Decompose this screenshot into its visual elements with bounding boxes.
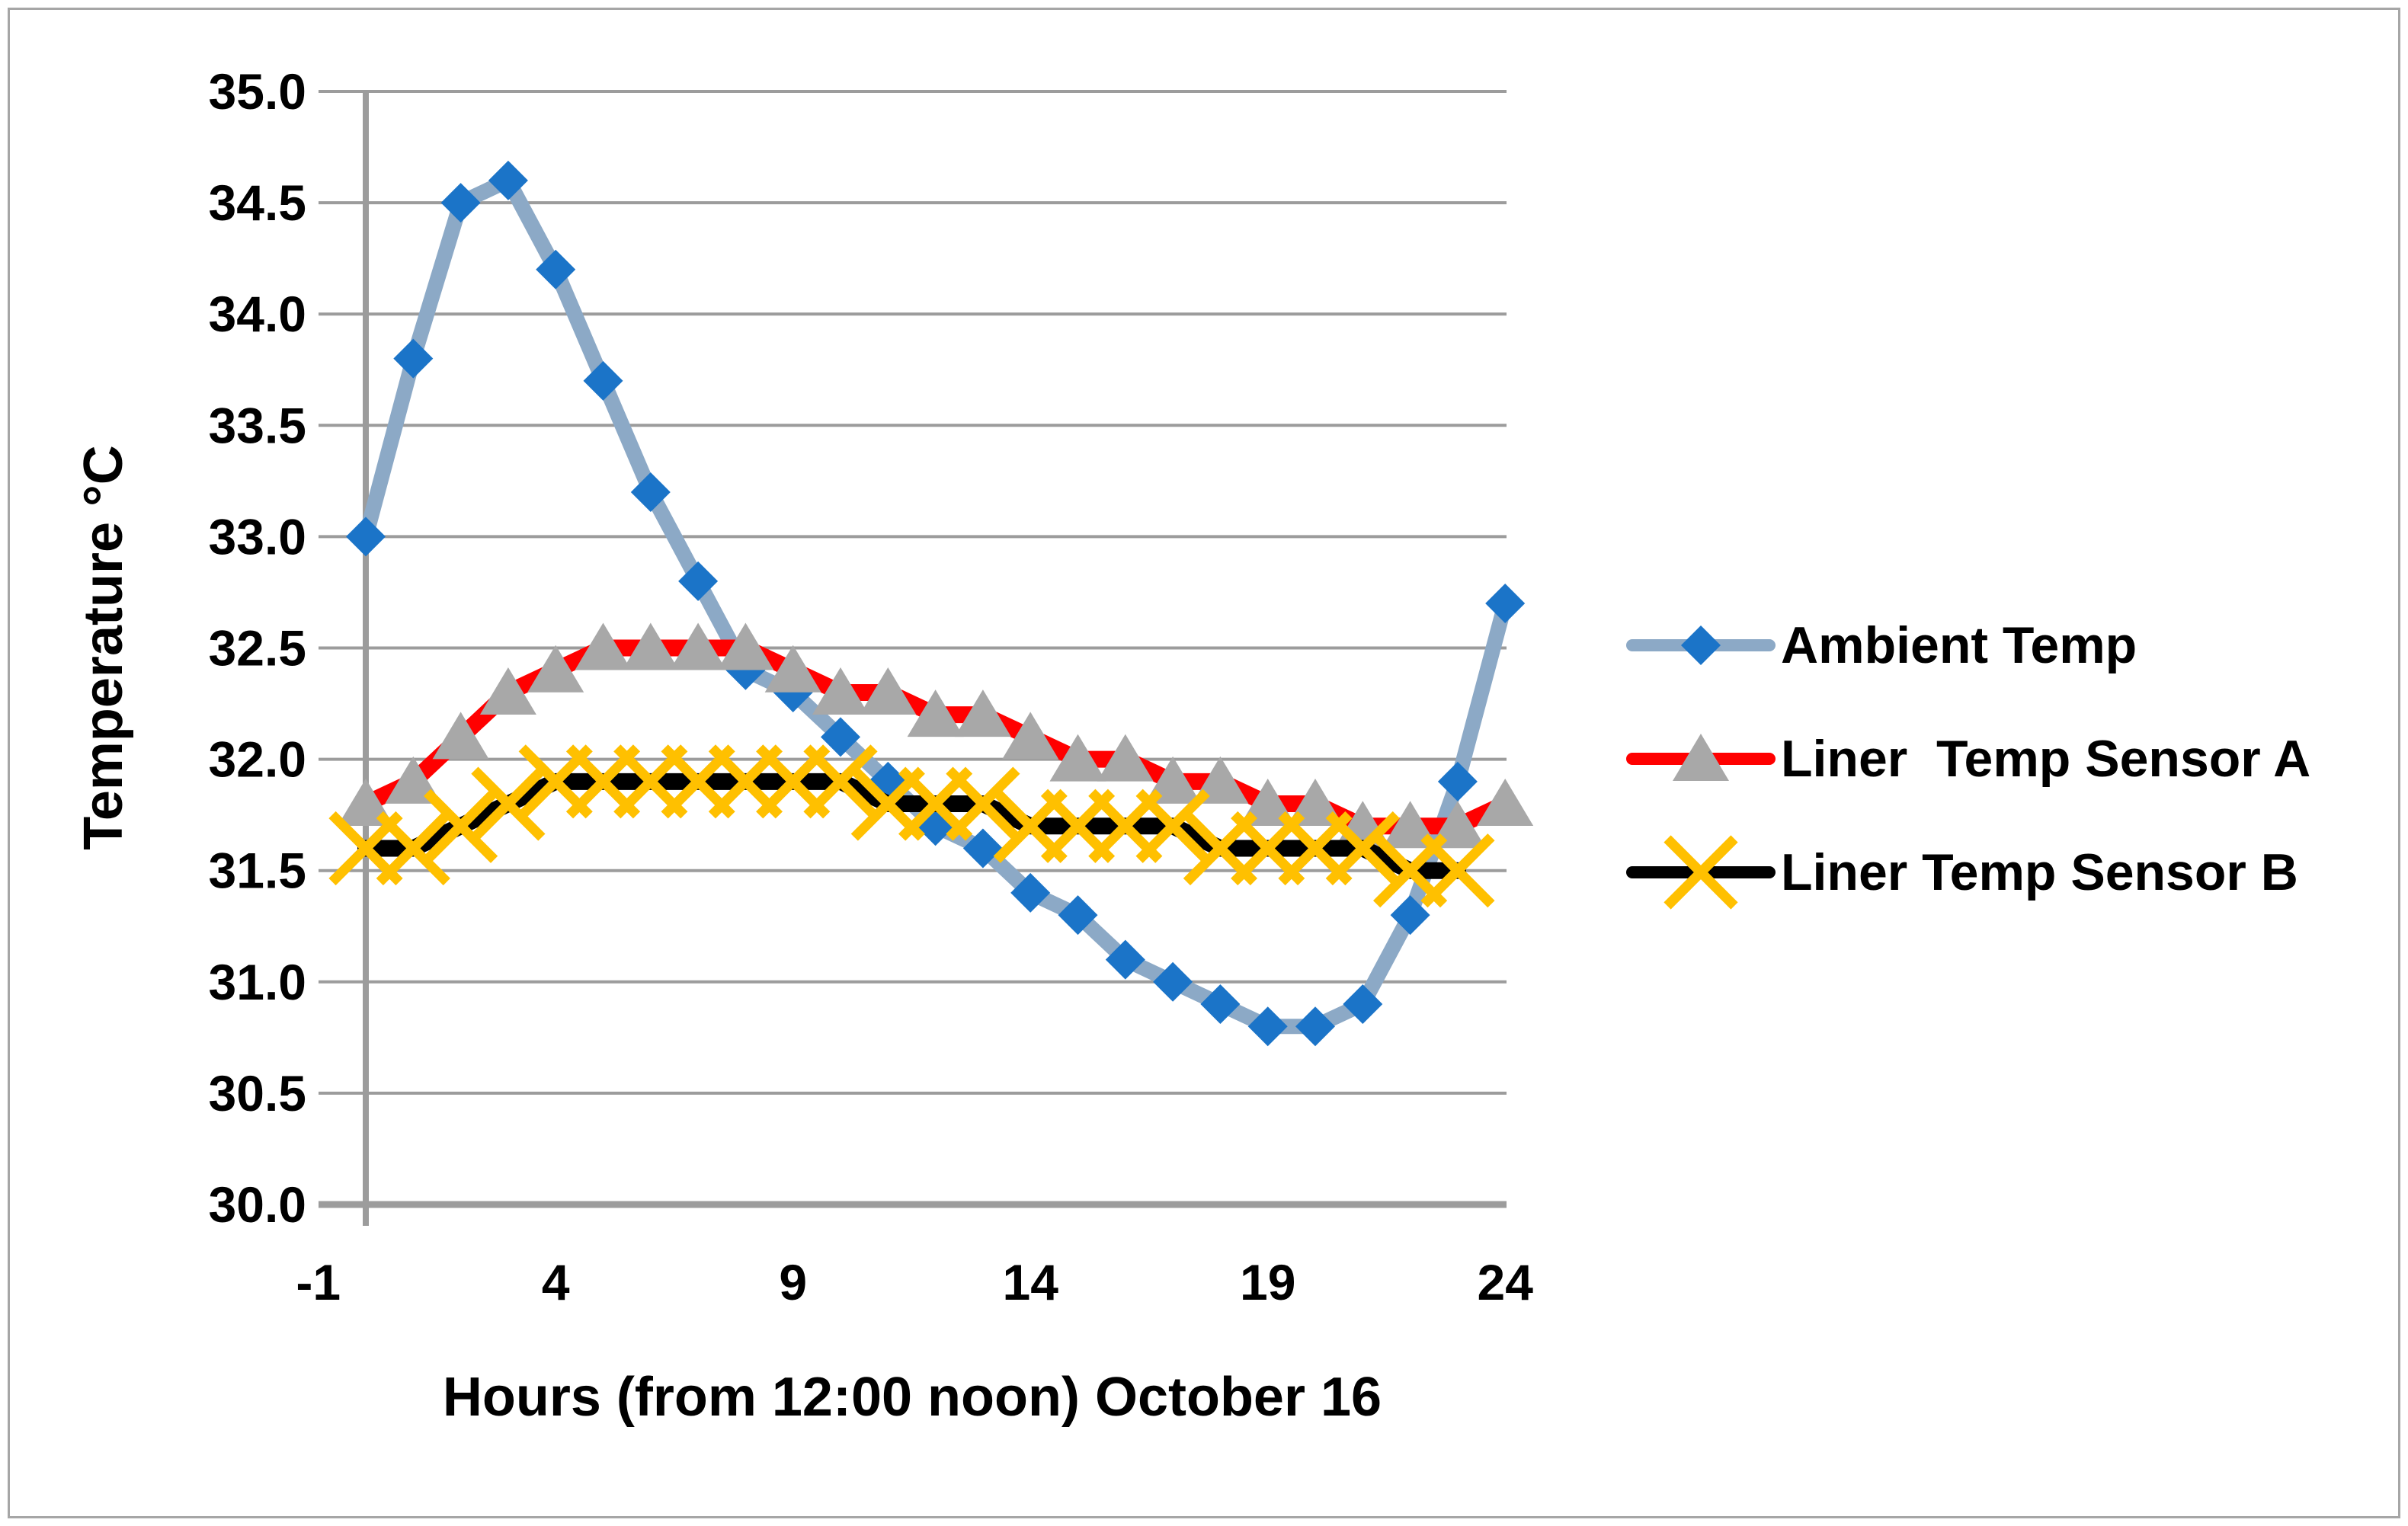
x-marker	[376, 811, 450, 886]
diamond-marker	[1010, 872, 1051, 913]
diamond-marker	[1295, 1006, 1335, 1047]
diamond-marker	[1058, 895, 1098, 936]
diamond-marker	[821, 717, 860, 757]
triangle-marker	[1145, 756, 1202, 804]
series-liner-temp-sensor-a	[338, 622, 1534, 849]
x-tick-labels: -1 4 9 14 19 24	[296, 1254, 1533, 1310]
triangle-marker	[907, 689, 964, 737]
triangle-marker	[1477, 779, 1534, 827]
diamond-marker	[630, 472, 671, 512]
x-marker	[1325, 811, 1400, 886]
x-axis	[319, 1201, 1507, 1226]
x-tick-label: 9	[779, 1254, 807, 1310]
diamond-marker	[962, 828, 1003, 869]
diamond-marker	[393, 338, 434, 379]
gridlines	[319, 90, 1507, 1206]
y-tick-label: 33.0	[209, 508, 306, 565]
diamond-marker	[536, 249, 576, 290]
y-tick-label: 31.0	[209, 954, 306, 1010]
y-tick-label: 30.5	[209, 1065, 306, 1121]
x-tick-label: 24	[1477, 1254, 1533, 1310]
y-tick-label: 31.5	[209, 843, 306, 899]
triangle-marker	[954, 689, 1011, 737]
y-axis-title: Temperature °C	[73, 445, 134, 850]
triangle-marker	[860, 667, 917, 715]
y-tick-labels: 30.0 30.5 31.0 31.5 32.0 32.5 33.0 33.5 34.0 34.5…	[209, 63, 306, 1233]
triangle-marker	[764, 645, 821, 693]
y-tick-label: 33.5	[209, 397, 306, 453]
x-axis-title: Hours (from 12:00 noon) October 16	[443, 1367, 1382, 1428]
legend-item-sensor-b: Liner Temp Sensor B	[1626, 835, 2298, 910]
triangle-marker	[1429, 801, 1486, 849]
y-tick-label: 34.5	[209, 174, 306, 231]
series-ambient-temp	[346, 160, 1526, 1047]
legend-key-sensor-b	[1626, 835, 1776, 910]
legend: Ambient Temp Liner Temp Sensor A Liner T…	[1626, 616, 2310, 910]
triangle-marker	[717, 622, 774, 670]
chart-area-border	[8, 8, 2400, 1518]
x-marker	[946, 766, 1020, 841]
x-tick-label: 4	[542, 1254, 570, 1310]
x-marker	[803, 744, 878, 819]
triangle-marker	[338, 779, 394, 827]
triangle-marker	[622, 622, 679, 670]
legend-item-sensor-a: Liner Temp Sensor A	[1626, 730, 2310, 788]
legend-item-ambient-temp: Ambient Temp	[1626, 616, 2137, 674]
triangle-marker	[432, 712, 489, 760]
diamond-marker	[583, 360, 623, 401]
diamond-marker	[346, 517, 386, 557]
y-tick-label: 30.0	[209, 1176, 306, 1233]
diamond-marker	[1390, 895, 1430, 936]
series-line	[358, 172, 1513, 1035]
triangle-marker	[812, 667, 869, 715]
x-tick-label: -1	[296, 1254, 341, 1310]
diamond-marker	[440, 183, 481, 223]
diamond-marker	[488, 160, 528, 200]
diamond-marker	[1200, 984, 1241, 1025]
x-marker	[1664, 835, 1738, 910]
legend-label-sensor-b: Liner Temp Sensor B	[1781, 843, 2298, 901]
triangle-marker	[385, 756, 442, 804]
triangle-marker	[575, 622, 632, 670]
x-tick-label: 19	[1240, 1254, 1295, 1310]
triangle-marker	[1002, 712, 1059, 760]
legend-key-ambient	[1626, 625, 1776, 665]
x-marker	[1135, 789, 1210, 863]
legend-key-sensor-a	[1626, 734, 1776, 781]
diamond-marker	[1485, 584, 1526, 624]
triangle-marker	[1287, 779, 1343, 827]
x-marker	[471, 766, 546, 841]
triangle-marker	[670, 622, 727, 670]
triangle-marker	[479, 667, 536, 715]
x-tick-label: 14	[1002, 1254, 1058, 1310]
diamond-marker	[1105, 939, 1145, 980]
diamond-marker	[1343, 984, 1383, 1025]
diamond-marker	[1437, 761, 1478, 801]
triangle-marker	[1673, 734, 1729, 781]
y-tick-label: 35.0	[209, 63, 306, 120]
diamond-marker	[1247, 1006, 1288, 1047]
y-tick-label: 34.0	[209, 286, 306, 342]
triangle-marker	[1049, 734, 1106, 782]
x-marker	[424, 789, 498, 863]
triangle-marker	[527, 645, 584, 693]
y-tick-label: 32.5	[209, 620, 306, 677]
y-tick-label: 32.0	[209, 731, 306, 788]
diamond-marker	[678, 561, 719, 601]
triangle-marker	[1382, 801, 1439, 849]
triangle-marker	[1097, 734, 1154, 782]
legend-label-ambient: Ambient Temp	[1781, 616, 2137, 674]
diamond-marker	[1681, 625, 1721, 665]
triangle-marker	[1192, 756, 1249, 804]
x-marker	[1420, 833, 1495, 908]
legend-label-sensor-a: Liner Temp Sensor A	[1781, 730, 2310, 788]
series-liner-temp-sensor-b	[328, 744, 1495, 908]
diamond-marker	[1153, 961, 1193, 1002]
triangle-marker	[1239, 779, 1296, 827]
